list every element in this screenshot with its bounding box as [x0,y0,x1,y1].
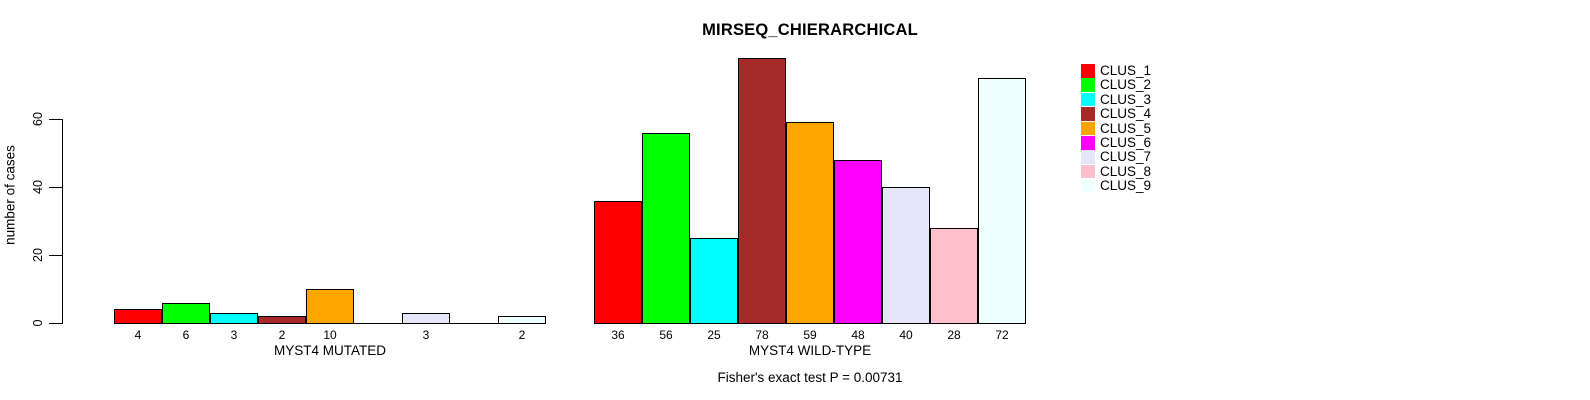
y-axis-tick [49,323,62,324]
legend-label: CLUS_4 [1100,106,1152,122]
legend-label: CLUS_8 [1100,163,1152,179]
chart-title: MIRSEQ_CHIERARCHICAL [702,21,918,39]
y-axis-tick [49,187,62,188]
y-axis-tick-label: 20 [31,248,45,262]
bar-clus_9 [978,78,1026,324]
bar-value-label: 72 [995,328,1009,342]
legend-label: CLUS_3 [1100,91,1152,107]
x-axis-group-label: MYST4 WILD-TYPE [748,343,872,358]
bar-clus_1 [114,309,162,324]
legend-swatch-clus_8 [1081,164,1095,179]
y-axis-title: number of cases [2,145,18,245]
bar-value-label: 25 [707,328,721,342]
legend-label: CLUS_5 [1100,120,1152,136]
bar-clus_7 [402,312,450,324]
bar-value-label: 28 [947,328,961,342]
bar-clus_5 [786,122,834,324]
bar-value-label: 6 [182,328,190,342]
bar-value-label: 48 [851,328,865,342]
bar-value-label: 2 [518,328,526,342]
legend-swatch-clus_1 [1081,64,1095,78]
bar-clus_4 [738,57,786,324]
bar-clus_7 [882,187,930,324]
bar-clus_9 [498,316,546,324]
legend-label: CLUS_6 [1100,135,1152,150]
bar-clus_3 [690,238,738,324]
y-axis-tick [49,255,62,256]
bar-clus_5 [306,289,354,324]
y-axis-line [62,119,63,324]
legend-label: CLUS_1 [1100,63,1152,78]
y-axis-tick [49,119,62,120]
y-axis-tick-label: 0 [31,319,45,327]
y-axis-tick-label: 40 [31,180,45,194]
bar-clus_8 [930,227,978,324]
bar-clus_2 [642,132,690,324]
bar-value-label: 40 [899,328,913,342]
bar-value-label: 2 [278,328,286,342]
bar-value-label: 3 [230,328,238,342]
legend-swatch-clus_4 [1081,107,1095,121]
legend-label: CLUS_2 [1100,77,1152,93]
legend-swatch-clus_5 [1081,121,1095,136]
bar-value-label: 10 [323,328,337,342]
bar-clus_3 [210,312,258,324]
legend-swatch-clus_2 [1081,78,1095,92]
bar-clus_4 [258,316,306,324]
bar-value-label: 3 [422,328,430,342]
bar-value-label: 56 [659,328,673,342]
bar-value-label: 59 [803,328,817,342]
bar-clus_6 [834,159,882,324]
bar-zero-clus_8 [450,323,498,324]
bar-clus_2 [162,302,210,324]
bar-zero-clus_6 [354,323,402,324]
legend-swatch-clus_9 [1081,179,1095,193]
bar-value-label: 4 [134,328,142,342]
bar-value-label: 78 [755,328,769,342]
legend-swatch-clus_7 [1081,150,1095,164]
x-axis-group-label: MYST4 MUTATED [273,343,387,358]
legend-label: CLUS_9 [1100,178,1152,194]
legend-swatch-clus_3 [1081,92,1095,107]
bar-clus_1 [594,200,642,324]
legend-label: CLUS_7 [1100,149,1152,165]
legend-swatch-clus_6 [1081,136,1095,150]
y-axis-tick-label: 60 [31,112,45,126]
fisher-test-annotation: Fisher's exact test P = 0.00731 [717,370,903,385]
bar-value-label: 36 [611,328,625,342]
